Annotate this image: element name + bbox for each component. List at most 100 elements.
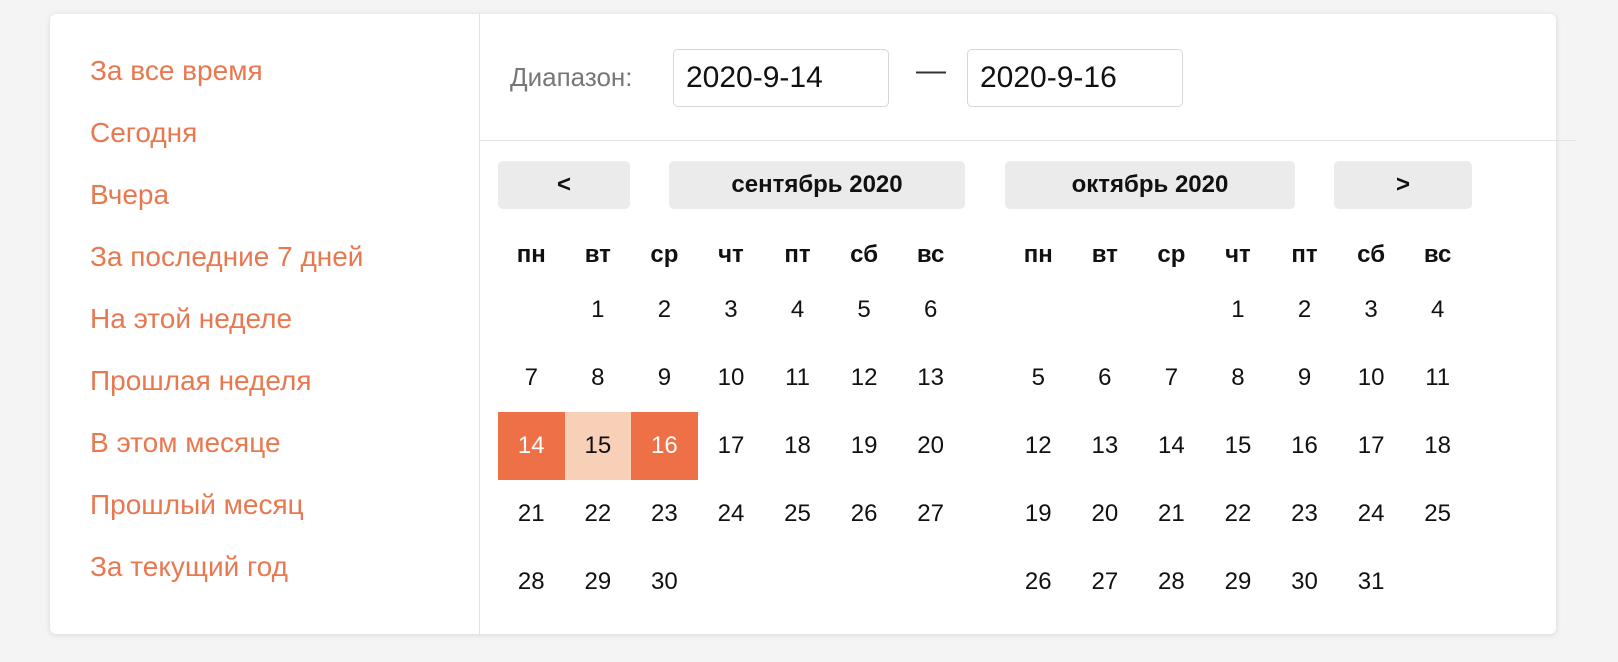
weekday-label: пт [784,241,811,268]
day-cell[interactable]: 20 [1091,500,1119,527]
prev-month-button[interactable]: < [498,161,630,209]
day-cell[interactable]: 19 [850,432,878,459]
week-row: 26 27 28 29 30 31 [1005,548,1471,616]
week-row: 7 8 9 10 11 12 13 [498,344,964,412]
calendar-september: пн вт ср чт пт сб вс 1 2 3 4 5 6 7 8 9 10 11 12 13 14 15 16 17 1… [498,234,964,616]
day-cell[interactable]: 9 [1297,364,1312,391]
day-cell[interactable]: 24 [1357,500,1385,527]
calendar-october: пн вт ср чт пт сб вс 1 2 3 4 5 6 7 8 9 10 11 12 13 14 15 16 17 1… [1005,234,1471,616]
day-cell[interactable]: 17 [1357,432,1385,459]
day-cell[interactable]: 16 [1291,432,1318,459]
day-cell[interactable]: 25 [784,500,811,527]
next-month-button[interactable]: > [1334,161,1472,209]
weekday-label: чт [1225,241,1251,268]
day-cell[interactable]: 27 [917,500,944,527]
day-cell[interactable]: 26 [1024,568,1052,595]
day-cell[interactable]: 3 [724,296,738,323]
day-cell[interactable]: 11 [1425,364,1451,391]
day-cell-range-start[interactable]: 14 [498,412,565,480]
shortcut-yesterday[interactable]: Вчера [90,179,170,210]
day-cell[interactable]: 30 [1291,568,1318,595]
day-cell[interactable]: 10 [717,364,745,391]
day-cell[interactable]: 17 [717,432,745,459]
day-cell[interactable]: 13 [1091,432,1119,459]
empty-day-cell [831,548,898,616]
day-cell[interactable]: 5 [1031,364,1045,391]
weekday-header: пн вт ср чт пт сб вс [1005,234,1471,276]
day-cell-in-range[interactable]: 15 [564,412,632,480]
empty-day-cell [498,276,565,344]
week-row: 5 6 7 8 9 10 11 [1005,344,1471,412]
weekday-label: пн [1023,241,1053,268]
day-cell[interactable]: 6 [923,296,938,323]
shortcut-this-month[interactable]: В этом месяце [90,427,281,458]
day-cell[interactable]: 20 [917,432,944,459]
weekday-label: вс [916,241,945,268]
day-cell[interactable]: 6 [1098,364,1112,391]
day-cell[interactable]: 2 [657,296,672,323]
shortcut-today[interactable]: Сегодня [90,117,198,148]
day-cell[interactable]: 23 [651,500,678,527]
day-cell[interactable]: 28 [517,568,545,595]
day-cell[interactable]: 9 [657,364,672,391]
day-cell[interactable]: 5 [857,296,871,323]
day-cell[interactable]: 15 [1224,432,1252,459]
day-cell[interactable]: 29 [584,568,612,595]
day-cell[interactable]: 21 [517,500,545,527]
day-cell[interactable]: 27 [1091,568,1119,595]
day-cell[interactable]: 12 [1024,432,1052,459]
shortcut-this-year[interactable]: За текущий год [90,551,288,582]
day-cell[interactable]: 1 [1231,296,1245,323]
weekday-label: вс [1423,241,1452,268]
day-cell[interactable]: 18 [1424,432,1451,459]
day-cell[interactable]: 7 [1164,364,1179,391]
day-cell[interactable]: 29 [1224,568,1252,595]
day-cell[interactable]: 12 [850,364,878,391]
day-cell[interactable]: 24 [717,500,745,527]
shortcut-last-week[interactable]: Прошлая неделя [90,365,312,396]
weekday-label: сб [1357,241,1386,268]
shortcut-last-7-days[interactable]: За последние 7 дней [90,241,364,272]
week-row: 1 2 3 4 [1005,276,1471,344]
day-cell[interactable]: 8 [591,364,605,391]
day-cell[interactable]: 2 [1297,296,1312,323]
day-cell[interactable]: 4 [1430,296,1445,323]
shortcuts-sidebar: За все время Сегодня Вчера За последние … [50,14,480,634]
day-cell[interactable]: 22 [1224,500,1252,527]
day-cell[interactable]: 1 [591,296,605,323]
shortcut-this-week[interactable]: На этой неделе [90,303,293,334]
day-cell[interactable]: 10 [1357,364,1385,391]
empty-day-cell [1072,276,1139,344]
day-cell[interactable]: 26 [850,500,878,527]
weekday-label: вт [584,241,611,268]
day-cell[interactable]: 11 [785,364,810,391]
week-row: 28 29 30 [498,548,964,616]
day-cell[interactable]: 3 [1364,296,1378,323]
weekday-label: пн [516,241,546,268]
day-cell-range-end[interactable]: 16 [631,412,698,480]
day-cell[interactable]: 7 [524,364,538,391]
day-cell[interactable]: 22 [584,500,612,527]
day-cell[interactable]: 23 [1291,500,1318,527]
month-title-left[interactable]: сентябрь 2020 [669,161,965,209]
day-cell[interactable]: 14 [1158,432,1185,459]
month-title-right[interactable]: октябрь 2020 [1005,161,1295,209]
day-cell[interactable]: 18 [784,432,811,459]
day-cell[interactable]: 21 [1158,500,1185,527]
end-date-input[interactable] [967,49,1183,107]
day-cell[interactable]: 19 [1024,500,1052,527]
date-range-picker: За все время Сегодня Вчера За последние … [50,14,1576,634]
day-cell[interactable]: 30 [651,568,678,595]
shortcut-all-time[interactable]: За все время [90,55,263,86]
start-date-input[interactable] [673,49,889,107]
day-cell[interactable]: 28 [1158,568,1185,595]
day-cell[interactable]: 25 [1424,500,1451,527]
day-cell[interactable]: 4 [790,296,805,323]
weekday-label: пт [1291,241,1318,268]
weekday-label: сб [850,241,879,268]
range-label: Диапазон: [510,62,633,92]
day-cell[interactable]: 31 [1357,568,1385,595]
shortcut-last-month[interactable]: Прошлый месяц [90,489,304,520]
day-cell[interactable]: 8 [1231,364,1245,391]
day-cell[interactable]: 13 [917,364,944,391]
